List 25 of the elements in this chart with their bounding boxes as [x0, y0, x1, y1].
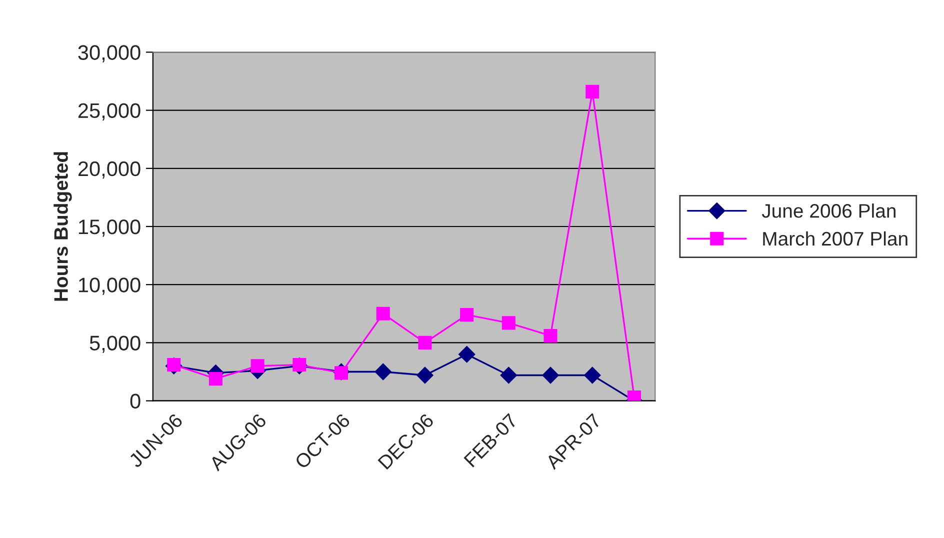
y-tick-label: 10,000: [78, 278, 140, 295]
point: [416, 366, 434, 384]
y-tick-label: 30,000: [78, 45, 140, 62]
y-tick-label: 25,000: [78, 103, 140, 121]
point: [584, 366, 601, 384]
point: [502, 316, 516, 330]
point: [586, 84, 600, 98]
point: [542, 366, 559, 384]
y-tick-label: 0: [130, 394, 140, 409]
y-axis-title: Hours Budgeted: [54, 152, 72, 301]
point: [544, 328, 558, 343]
point: [460, 308, 474, 322]
point: [458, 346, 476, 363]
point: [250, 359, 264, 373]
y-tick-label: 15,000: [78, 220, 140, 237]
legend-label: March 2007 Plan: [763, 231, 908, 246]
point: [334, 366, 348, 380]
point: [418, 336, 432, 350]
y-tick-label: 5,000: [90, 336, 140, 353]
y-tick-label: 20,000: [78, 161, 140, 179]
point: [374, 363, 392, 380]
point: [376, 306, 390, 320]
point: [208, 372, 222, 386]
point: [500, 366, 518, 384]
legend-label: June 2006 Plan: [762, 204, 896, 218]
